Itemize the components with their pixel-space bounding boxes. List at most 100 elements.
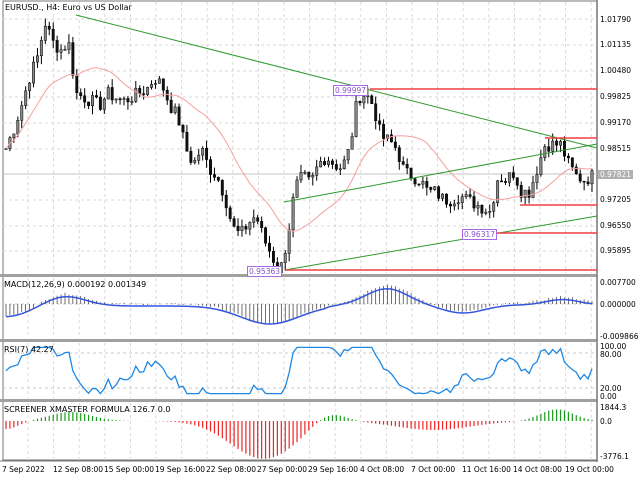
candle-body: [559, 141, 562, 146]
symbol-title: EURUSD., H4: Euro vs US Dollar: [5, 3, 132, 12]
panel-separator: [0, 339, 597, 342]
candle-body: [460, 196, 464, 204]
candle-body: [578, 173, 582, 182]
candle-body: [338, 168, 342, 171]
candle-body: [445, 193, 448, 205]
candle-body: [299, 172, 303, 181]
panel-separator: [0, 274, 597, 277]
candle-body: [555, 140, 559, 146]
candle-body: [220, 180, 224, 196]
candle-body: [150, 84, 153, 88]
panel-separator: [0, 399, 597, 402]
candle-body: [134, 87, 138, 102]
candle-body: [307, 171, 311, 178]
candle-body: [24, 90, 28, 106]
candle-body: [433, 186, 437, 190]
price-axis-label: 0.98515: [600, 144, 632, 153]
candle-body: [319, 161, 323, 168]
price-axis-label: 1.01790: [600, 15, 632, 24]
candle-body: [28, 82, 32, 92]
candle-body: [232, 218, 236, 227]
screener-axis-label: -3776.1: [600, 452, 629, 461]
candle-body: [114, 98, 118, 101]
candle-body: [397, 147, 401, 162]
candle-body: [315, 166, 319, 176]
screener-title: SCREENER XMASTER FORMULA 126.7 0.0: [4, 405, 171, 414]
candle-body: [189, 151, 193, 163]
candle-body: [142, 93, 146, 95]
macd-signal-line: [5, 287, 593, 325]
chart-frame: [2, 0, 598, 461]
candle-body: [212, 174, 216, 178]
current-price-label: 0.97821: [598, 170, 634, 179]
candle-body: [197, 154, 201, 161]
candle-body: [130, 101, 134, 103]
candle-body: [177, 106, 181, 126]
candle-body: [283, 253, 287, 263]
candle-body: [224, 194, 228, 209]
macd-axis-label: 0.000000: [600, 300, 636, 309]
candle-body: [106, 87, 110, 100]
candle-body: [330, 160, 334, 165]
candle-body: [547, 146, 551, 152]
candle-body: [531, 182, 535, 198]
candle-body: [354, 101, 358, 137]
candle-body: [566, 155, 570, 159]
candle-body: [39, 40, 43, 57]
candle-body: [47, 25, 51, 30]
screener-axis-label: 1844.3: [600, 403, 627, 412]
candle-body: [441, 193, 445, 199]
candle-body: [535, 174, 539, 183]
candle-body: [378, 120, 382, 125]
candle-body: [456, 202, 460, 205]
candle-body: [504, 181, 507, 183]
candle-body: [256, 217, 260, 222]
candle-body: [295, 179, 299, 198]
price-axis-label: 0.96550: [600, 221, 632, 230]
candle-body: [405, 164, 409, 169]
candle-body: [362, 95, 366, 104]
candle-body: [563, 141, 566, 157]
candle-body: [327, 160, 330, 165]
candle-body: [126, 98, 130, 103]
candle-body: [240, 226, 244, 231]
candle-body: [161, 78, 165, 91]
candle-body: [43, 25, 47, 41]
time-axis-label: 27 Sep 00:00: [257, 465, 308, 474]
candle-body: [71, 42, 75, 76]
time-axis-label: 29 Sep 16:00: [308, 465, 359, 474]
candle-body: [165, 89, 169, 101]
candle-body: [291, 196, 295, 231]
candle-body: [16, 120, 20, 135]
candle-body: [417, 183, 421, 186]
candle-body: [334, 164, 338, 170]
candle-body: [110, 87, 114, 101]
candle-body: [248, 222, 252, 230]
descending-trendline: [75, 14, 598, 149]
candle-body: [51, 28, 55, 41]
price-axis-label: 0.99170: [600, 118, 632, 127]
candle-body: [539, 157, 543, 175]
price-axis-label: 0.97205: [600, 195, 632, 204]
candle-body: [382, 123, 386, 139]
candle-body: [252, 217, 256, 223]
rsi-axis-label: 0.00: [600, 392, 617, 401]
candle-body: [287, 229, 291, 254]
candle-body: [83, 95, 87, 103]
candle-body: [472, 196, 476, 209]
candle-body: [429, 187, 433, 190]
time-axis-label: 4 Oct 08:00: [360, 465, 405, 474]
candle-body: [55, 40, 59, 53]
candle-body: [264, 227, 268, 244]
candle-body: [268, 242, 271, 252]
candle-body: [271, 250, 275, 263]
candle-body: [452, 203, 456, 207]
candle-body: [228, 207, 232, 219]
candle-body: [173, 106, 177, 113]
candle-body: [95, 95, 98, 98]
candle-body: [36, 55, 39, 63]
macd-axis-label: 0.007700: [600, 278, 636, 287]
candle-body: [303, 171, 307, 174]
